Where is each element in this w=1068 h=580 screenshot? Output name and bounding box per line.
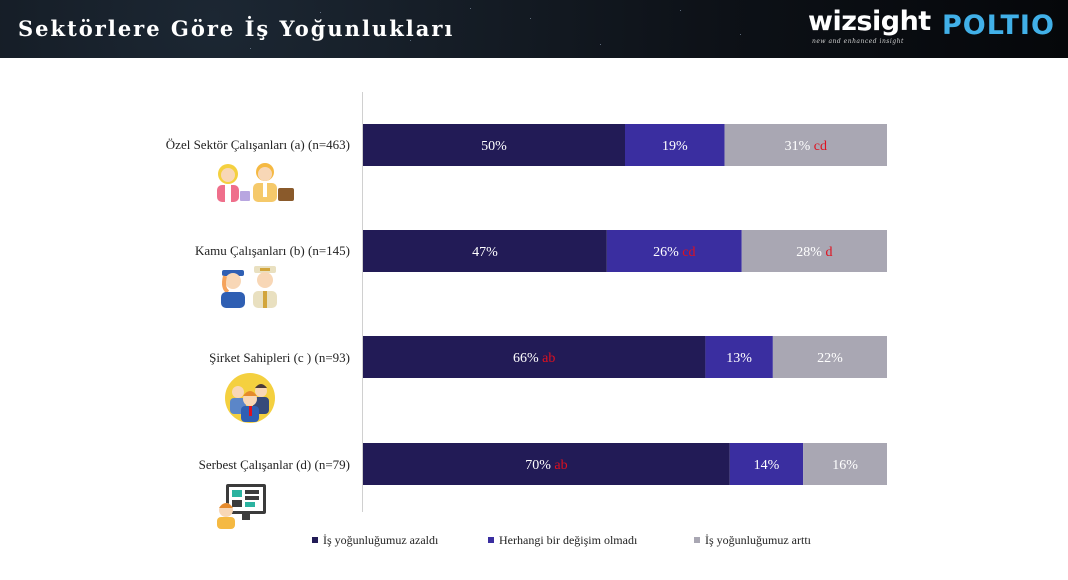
data-label-artti-1: 28% d	[796, 245, 832, 260]
data-label-value-degisim-yok-0: 19%	[662, 139, 688, 154]
category-label-kamu: Kamu Çalışanları (b) (n=145)	[195, 243, 350, 258]
significance-mark-degisim-yok-1: cd	[679, 245, 696, 260]
data-label-value-artti-0: 31%	[785, 139, 811, 154]
business-team-icon	[225, 373, 275, 423]
legend-label-artti: İş yoğunluğumuz arttı	[705, 533, 811, 547]
data-label-value-azaldi-3: 70%	[525, 458, 551, 473]
legend-item-azaldi: İş yoğunluğumuz azaldı	[312, 533, 438, 548]
data-label-value-artti-2: 22%	[817, 351, 843, 366]
bars-group: 50% 19% 31% cd 47% 26% cd 28% d 66% ab 13% 22% 70…	[363, 124, 887, 485]
legend-item-artti: İş yoğunluğumuz arttı	[694, 533, 811, 548]
page-title: Sektörlere Göre İş Yoğunlukları	[18, 16, 455, 41]
legend-swatch-degisim-yok	[488, 537, 494, 543]
significance-mark-artti-1: d	[822, 245, 833, 260]
police-and-officer-icon	[221, 266, 277, 308]
bar-artti-1	[741, 230, 887, 272]
legend-label-degisim-yok: Herhangi bir değişim olmadı	[499, 533, 638, 547]
data-label-azaldi-1: 47%	[472, 245, 498, 260]
bar-artti-2	[772, 336, 887, 378]
category-label-ozel: Özel Sektör Çalışanları (a) (n=463)	[165, 137, 350, 152]
legend-label-azaldi: İş yoğunluğumuz azaldı	[323, 533, 439, 547]
data-label-value-artti-3: 16%	[832, 458, 858, 473]
significance-mark-azaldi-2: ab	[539, 351, 556, 366]
bar-artti-3	[803, 443, 887, 485]
bar-azaldi-3	[363, 443, 730, 485]
data-label-value-degisim-yok-1: 26%	[653, 245, 679, 260]
data-label-artti-3: 16%	[832, 458, 858, 473]
significance-mark-azaldi-3: ab	[551, 458, 568, 473]
legend-swatch-artti	[694, 537, 700, 543]
data-label-artti-2: 22%	[817, 351, 843, 366]
data-label-value-artti-1: 28%	[796, 245, 822, 260]
data-label-artti-0: 31% cd	[785, 139, 827, 154]
data-label-azaldi-3: 70% ab	[525, 458, 567, 473]
bar-azaldi-2	[363, 336, 706, 378]
bar-azaldi-0	[363, 124, 625, 166]
bar-azaldi-1	[363, 230, 607, 272]
data-label-degisim-yok-1: 26% cd	[653, 245, 695, 260]
data-label-degisim-yok-0: 19%	[662, 139, 688, 154]
data-label-value-azaldi-0: 50%	[481, 139, 507, 154]
data-label-value-degisim-yok-2: 13%	[726, 351, 752, 366]
wizsight-logo: wizsight	[808, 6, 931, 37]
data-label-value-degisim-yok-3: 14%	[754, 458, 780, 473]
bar-degisim-yok-2	[705, 336, 773, 378]
data-label-azaldi-2: 66% ab	[513, 351, 555, 366]
wizsight-logo-tagline: new and enhanced insight	[812, 38, 904, 45]
legend-swatch-azaldi	[312, 537, 318, 543]
data-label-degisim-yok-2: 13%	[726, 351, 752, 366]
bar-degisim-yok-3	[729, 443, 804, 485]
category-label-sirket: Şirket Sahipleri (c ) (n=93)	[209, 350, 350, 365]
bar-artti-0	[724, 124, 887, 166]
header-banner: Sektörlere Göre İş Yoğunlukları wizsight…	[0, 0, 1068, 58]
data-label-degisim-yok-3: 14%	[754, 458, 780, 473]
significance-mark-artti-0: cd	[810, 139, 827, 154]
data-label-value-azaldi-1: 47%	[472, 245, 498, 260]
bar-degisim-yok-1	[606, 230, 742, 272]
legend-item-degisim-yok: Herhangi bir değişim olmadı	[488, 533, 637, 548]
data-label-azaldi-0: 50%	[481, 139, 507, 154]
office-workers-icon	[217, 163, 294, 202]
category-label-serbest: Serbest Çalışanlar (d) (n=79)	[198, 457, 350, 472]
bar-degisim-yok-0	[625, 124, 725, 166]
freelancer-computer-icon	[217, 484, 266, 529]
poltio-logo: POLTIO	[942, 10, 1055, 41]
data-label-value-azaldi-2: 66%	[513, 351, 539, 366]
